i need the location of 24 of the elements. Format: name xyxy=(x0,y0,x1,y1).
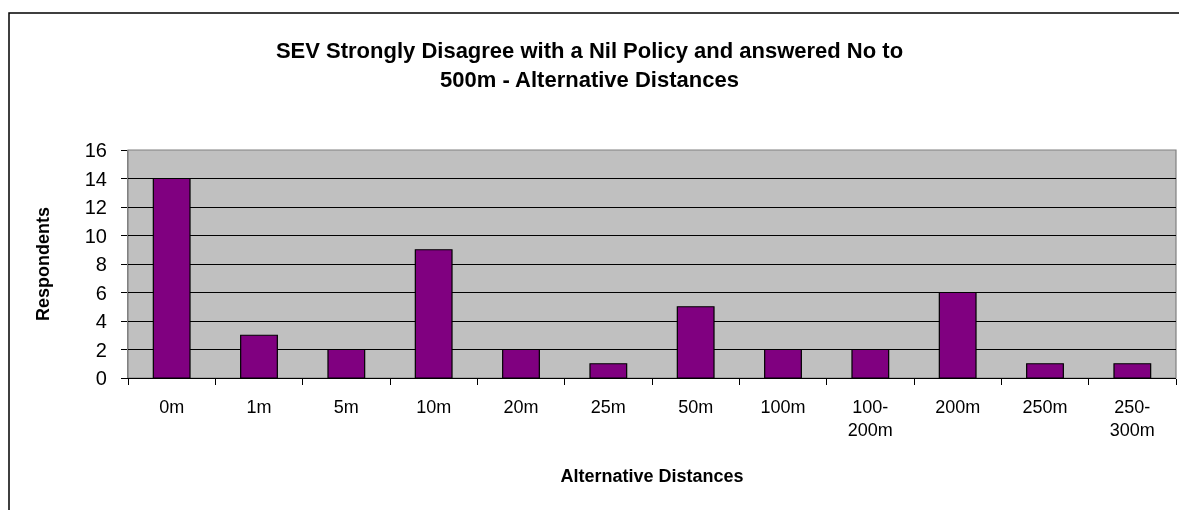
x-tick-label: 100m xyxy=(760,396,806,417)
y-tick-label: 16 xyxy=(84,139,107,161)
x-tick-label: 1m xyxy=(246,396,272,417)
x-tick-label: 100-200m xyxy=(847,396,893,441)
x-tick-label: 0m xyxy=(159,396,185,417)
x-tick-label: 5m xyxy=(333,396,359,417)
y-tick-label: 12 xyxy=(84,196,107,218)
x-tick-label: 25m xyxy=(590,396,626,417)
y-axis-title: Respondents xyxy=(32,206,53,322)
x-tick-label: 200m xyxy=(935,396,981,417)
y-tick-label: 10 xyxy=(84,224,107,247)
y-tick-label: 2 xyxy=(95,338,107,361)
x-tick-label: 250-300m xyxy=(1109,396,1155,441)
y-tick-label: 0 xyxy=(95,367,107,389)
x-tick-label: 50m xyxy=(678,396,714,417)
y-tick-label: 14 xyxy=(84,167,107,190)
x-axis-title: Alternative Distances xyxy=(560,466,744,487)
y-tick-label: 8 xyxy=(95,253,107,275)
y-tick-label: 6 xyxy=(95,281,107,304)
chart-title: SEV Strongly Disagree with a Nil Policy and answered No to 500m - Alternative Distances xyxy=(275,38,904,92)
x-tick-label: 20m xyxy=(503,396,539,417)
y-tick-label: 4 xyxy=(95,310,107,332)
x-tick-label: 250m xyxy=(1022,396,1068,417)
x-tick-label: 10m xyxy=(416,396,452,417)
